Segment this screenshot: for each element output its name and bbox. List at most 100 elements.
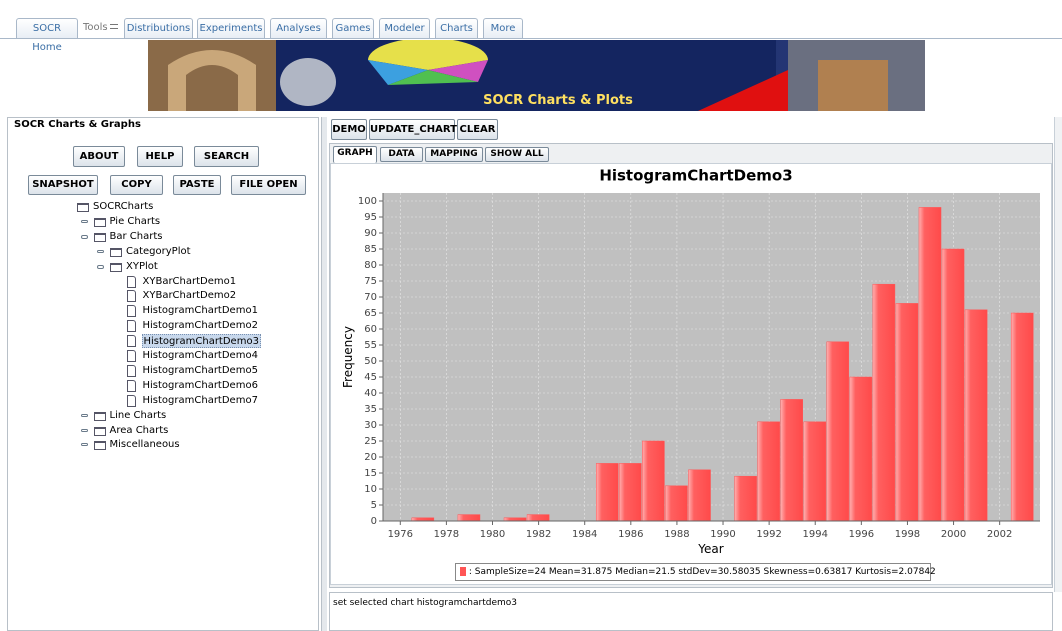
bar xyxy=(780,399,803,522)
x-tick-label: 1976 xyxy=(388,529,413,540)
tab-baseline xyxy=(0,38,1062,39)
splitter[interactable] xyxy=(321,117,327,631)
button[interactable]: ABOUT xyxy=(73,146,125,167)
tab[interactable]: SOCR Home xyxy=(16,18,78,53)
bar xyxy=(964,309,988,522)
banner: SOCR Charts & Plots xyxy=(148,40,925,111)
y-tick-label: 60 xyxy=(364,324,377,335)
button[interactable]: SEARCH xyxy=(194,146,259,167)
tree-label[interactable]: XYBarChartDemo2 xyxy=(142,290,237,302)
tree-handle[interactable] xyxy=(80,443,88,447)
tab-tools[interactable]: Tools xyxy=(83,22,108,33)
button[interactable]: PASTE xyxy=(173,175,221,195)
tree-handle[interactable] xyxy=(80,234,88,239)
toolbar-button[interactable]: DEMO xyxy=(331,119,367,140)
view-tab[interactable]: SHOW ALL xyxy=(485,147,549,162)
file-icon xyxy=(126,305,136,318)
tab[interactable]: Modeler xyxy=(379,18,430,38)
folder-icon xyxy=(93,441,106,451)
tree-label[interactable]: Pie Charts xyxy=(109,215,161,227)
tree-label[interactable]: HistogramChartDemo5 xyxy=(142,364,258,376)
folder-icon xyxy=(110,247,122,257)
x-tick-label: 1986 xyxy=(618,529,643,540)
tab[interactable]: Charts xyxy=(435,18,478,38)
banner-title: SOCR Charts & Plots xyxy=(483,93,633,108)
tree-handle[interactable] xyxy=(97,264,104,269)
scrollbar[interactable] xyxy=(1054,117,1062,592)
y-tick-label: 100 xyxy=(358,196,377,207)
file-icon xyxy=(126,290,136,303)
tab[interactable]: Experiments xyxy=(197,18,265,38)
x-tick-label: 1998 xyxy=(895,529,920,540)
view-tab[interactable]: DATA xyxy=(380,147,423,162)
tree-label[interactable]: XYPlot xyxy=(126,260,158,272)
folder-icon xyxy=(93,232,106,242)
tree-handle[interactable] xyxy=(97,249,104,253)
x-tick-label: 1978 xyxy=(434,529,459,540)
button[interactable]: COPY xyxy=(110,175,163,195)
button[interactable]: SNAPSHOT xyxy=(28,175,98,195)
histogram-chart: HistogramChartDemo3 Frequency Year 0 5 10 1… xyxy=(341,167,1040,556)
bar xyxy=(665,485,688,522)
tree-label[interactable]: Miscellaneous xyxy=(109,439,180,451)
tree-handle[interactable] xyxy=(80,428,88,432)
y-tick-label: 65 xyxy=(364,308,377,319)
tree-label[interactable]: Bar Charts xyxy=(109,230,163,242)
bar xyxy=(642,440,665,522)
button[interactable]: FILE OPEN xyxy=(231,175,306,195)
tree-handle[interactable] xyxy=(80,219,88,223)
y-tick-label: 50 xyxy=(364,356,377,367)
view-tab[interactable]: GRAPH xyxy=(333,146,377,163)
status-area xyxy=(329,592,1053,631)
bar xyxy=(457,514,481,522)
bar xyxy=(872,283,896,522)
tree-label[interactable]: CategoryPlot xyxy=(126,245,191,257)
tree-label[interactable]: SOCRCharts xyxy=(93,201,154,212)
tree-label[interactable]: HistogramChartDemo2 xyxy=(142,320,258,332)
bar xyxy=(849,376,873,522)
tab[interactable]: More xyxy=(483,18,523,38)
y-tick-label: 45 xyxy=(364,372,377,383)
bar xyxy=(526,514,550,522)
toolbar-button[interactable]: UPDATE_CHART xyxy=(369,119,457,140)
tools-icon xyxy=(110,24,118,29)
tab[interactable]: Games xyxy=(332,18,374,38)
y-tick-label: 40 xyxy=(364,388,377,399)
y-tick-label: 25 xyxy=(364,436,377,447)
toolbar-button[interactable]: CLEAR xyxy=(457,119,498,140)
tree-label[interactable]: Area Charts xyxy=(109,424,169,436)
tree-label[interactable]: HistogramChartDemo1 xyxy=(142,305,258,317)
x-tick-label: 1990 xyxy=(710,529,735,540)
bar xyxy=(1010,312,1034,522)
x-tick-label: 1982 xyxy=(526,529,551,540)
view-tab[interactable]: MAPPING xyxy=(425,147,483,162)
y-tick-label: 0 xyxy=(371,516,377,527)
y-tick-label: 90 xyxy=(364,228,377,239)
tree-label[interactable]: Line Charts xyxy=(109,409,167,421)
x-tick-label: 1984 xyxy=(572,529,597,540)
file-icon xyxy=(126,335,136,348)
file-icon xyxy=(126,364,136,377)
bar xyxy=(918,207,942,522)
y-tick-label: 80 xyxy=(364,260,377,271)
tree-label[interactable]: HistogramChartDemo4 xyxy=(142,350,258,361)
tree-handle[interactable] xyxy=(80,413,88,417)
button[interactable]: HELP xyxy=(137,146,183,167)
tab[interactable]: Distributions xyxy=(124,18,193,38)
legend-swatch xyxy=(460,567,466,576)
file-icon xyxy=(126,350,136,362)
tree-label[interactable]: HistogramChartDemo7 xyxy=(142,394,258,406)
bar xyxy=(688,469,711,522)
tree-label[interactable]: XYBarChartDemo1 xyxy=(142,275,237,287)
x-tick-label: 1992 xyxy=(756,529,781,540)
tree-label[interactable]: HistogramChartDemo3 xyxy=(141,334,261,349)
y-tick-label: 75 xyxy=(364,276,377,287)
tab[interactable]: Analyses xyxy=(270,18,327,38)
bar xyxy=(941,248,965,522)
bar xyxy=(803,421,827,522)
tree-label[interactable]: HistogramChartDemo6 xyxy=(142,379,258,391)
y-tick-label: 10 xyxy=(364,484,377,495)
x-tick-label: 2000 xyxy=(941,529,966,540)
